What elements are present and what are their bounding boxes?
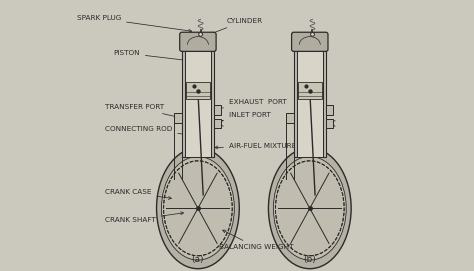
Text: SPARK PLUG: SPARK PLUG xyxy=(77,15,191,32)
Bar xyxy=(297,49,323,157)
Text: BALANCING WEIGHT: BALANCING WEIGHT xyxy=(219,230,294,250)
Text: (b): (b) xyxy=(303,255,316,264)
Circle shape xyxy=(310,33,314,36)
Bar xyxy=(323,34,326,157)
Bar xyxy=(185,49,211,157)
Bar xyxy=(294,34,297,157)
Bar xyxy=(214,119,221,128)
Bar xyxy=(286,113,294,123)
Text: CYLINDER: CYLINDER xyxy=(210,18,262,35)
Text: AIR-FUEL MIXTURE: AIR-FUEL MIXTURE xyxy=(215,143,296,149)
Text: (a): (a) xyxy=(191,255,204,264)
Bar xyxy=(214,105,221,115)
FancyBboxPatch shape xyxy=(292,32,328,51)
Bar xyxy=(186,82,210,99)
Bar xyxy=(174,113,182,123)
Ellipse shape xyxy=(156,148,239,269)
Ellipse shape xyxy=(162,157,234,260)
Text: CRANK CASE: CRANK CASE xyxy=(105,189,172,199)
Text: PISTON: PISTON xyxy=(113,50,191,62)
Text: CONNECTING ROD: CONNECTING ROD xyxy=(105,126,191,136)
FancyBboxPatch shape xyxy=(180,32,216,51)
Text: TRANSFER PORT: TRANSFER PORT xyxy=(105,104,178,118)
Bar xyxy=(326,119,333,128)
Text: CRANK SHAFT: CRANK SHAFT xyxy=(105,212,183,223)
Bar xyxy=(182,34,185,157)
Bar xyxy=(326,105,333,115)
Bar xyxy=(211,34,214,157)
Text: INLET PORT: INLET PORT xyxy=(215,112,271,123)
Circle shape xyxy=(199,33,202,36)
Ellipse shape xyxy=(273,157,346,260)
Text: EXHAUST  PORT: EXHAUST PORT xyxy=(215,99,287,110)
Ellipse shape xyxy=(268,148,351,269)
Bar xyxy=(298,82,322,99)
